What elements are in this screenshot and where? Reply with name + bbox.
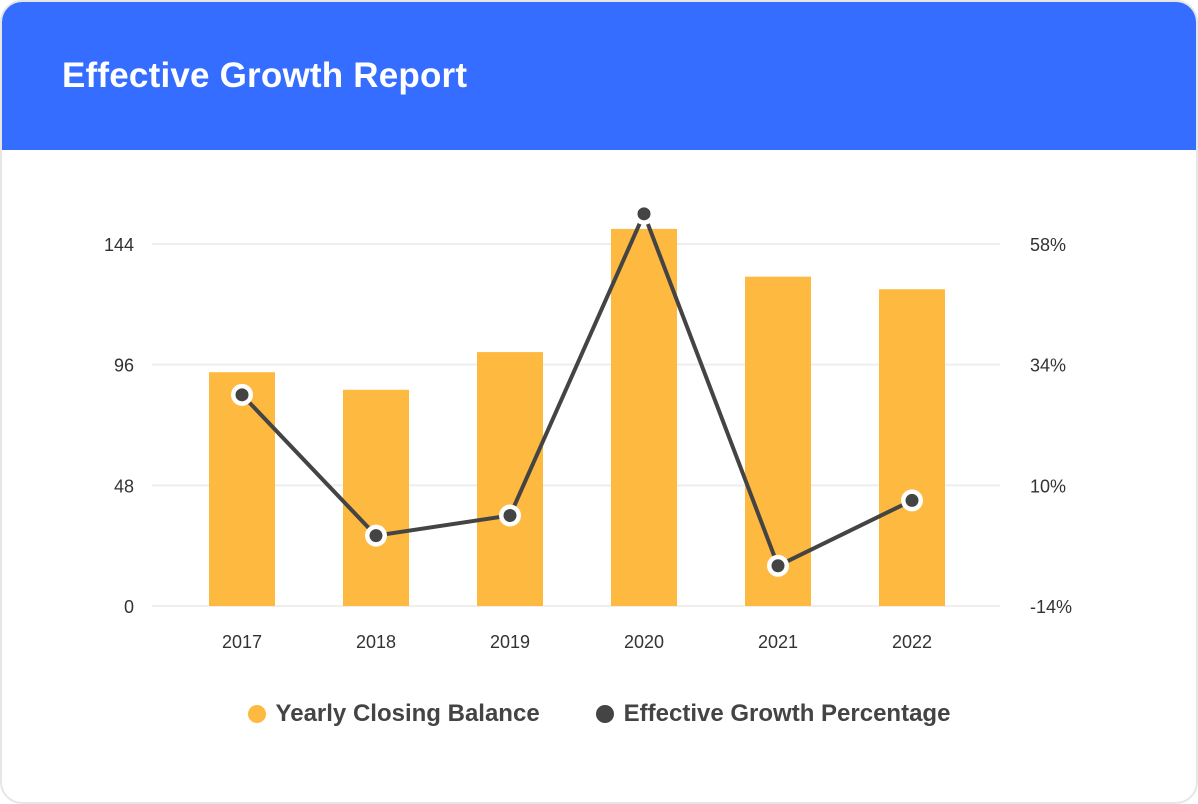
legend-swatch-balance [247, 705, 266, 723]
growth-point-2021 [771, 559, 785, 573]
growth-line [240, 211, 913, 568]
y-left-tick-label: 48 [114, 476, 134, 496]
x-tick-label: 2017 [222, 632, 262, 652]
y-right-tick-label: -14% [1030, 597, 1072, 617]
x-tick-label: 2020 [624, 632, 664, 652]
x-tick-label: 2021 [758, 632, 798, 652]
bar-2019 [477, 352, 543, 606]
growth-point-2017 [235, 388, 249, 402]
growth-point-2019 [503, 509, 517, 522]
growth-point-2022 [905, 493, 919, 507]
growth-point-2018 [369, 529, 383, 543]
y-right-tick-label: 34% [1030, 356, 1066, 376]
bar-2021 [745, 276, 811, 606]
bar-2018 [343, 389, 409, 606]
legend-item-growth[interactable]: Effective Growth Percentage [595, 700, 951, 728]
x-tick-label: 2022 [892, 632, 932, 652]
y-right-tick-label: 10% [1030, 476, 1066, 496]
legend: Yearly Closing Balance Effective Growth … [0, 700, 1198, 728]
legend-item-balance[interactable]: Yearly Closing Balance [247, 700, 540, 728]
x-tick-label: 2019 [490, 632, 530, 652]
y-left-tick-label: 0 [124, 597, 134, 617]
header-bar: Effective Growth Report [2, 2, 1196, 150]
bar-2020 [611, 228, 677, 606]
chart-title: Effective Growth Report [62, 56, 468, 95]
y-left-tick-label: 96 [114, 356, 134, 376]
y-right-tick-label: 58% [1030, 235, 1066, 255]
legend-label-growth: Effective Growth Percentage [623, 700, 951, 727]
x-tick-label: 2018 [356, 632, 396, 652]
legend-label-balance: Yearly Closing Balance [275, 700, 540, 727]
bar-2022 [879, 289, 945, 606]
legend-swatch-growth [595, 705, 614, 723]
bar-2017 [209, 372, 275, 606]
y-left-tick-label: 144 [104, 235, 134, 255]
growth-point-2020 [637, 207, 651, 221]
